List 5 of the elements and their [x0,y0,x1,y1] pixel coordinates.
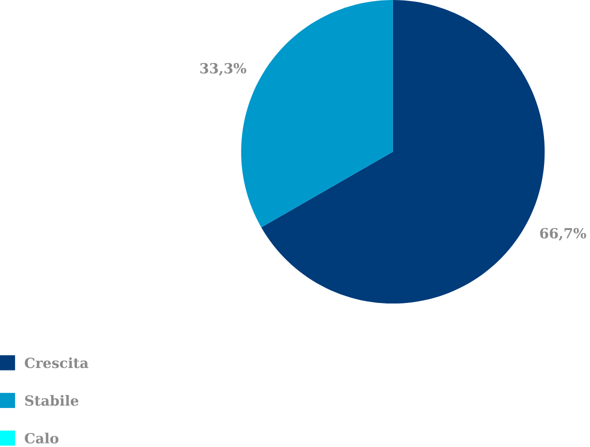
data-label: 66,7% [540,228,586,241]
data-label: 33,3% [200,62,246,76]
legend-label: Calo [24,432,58,444]
legend-label: Stabile [25,395,78,406]
legend-label: Crescita [24,357,88,368]
